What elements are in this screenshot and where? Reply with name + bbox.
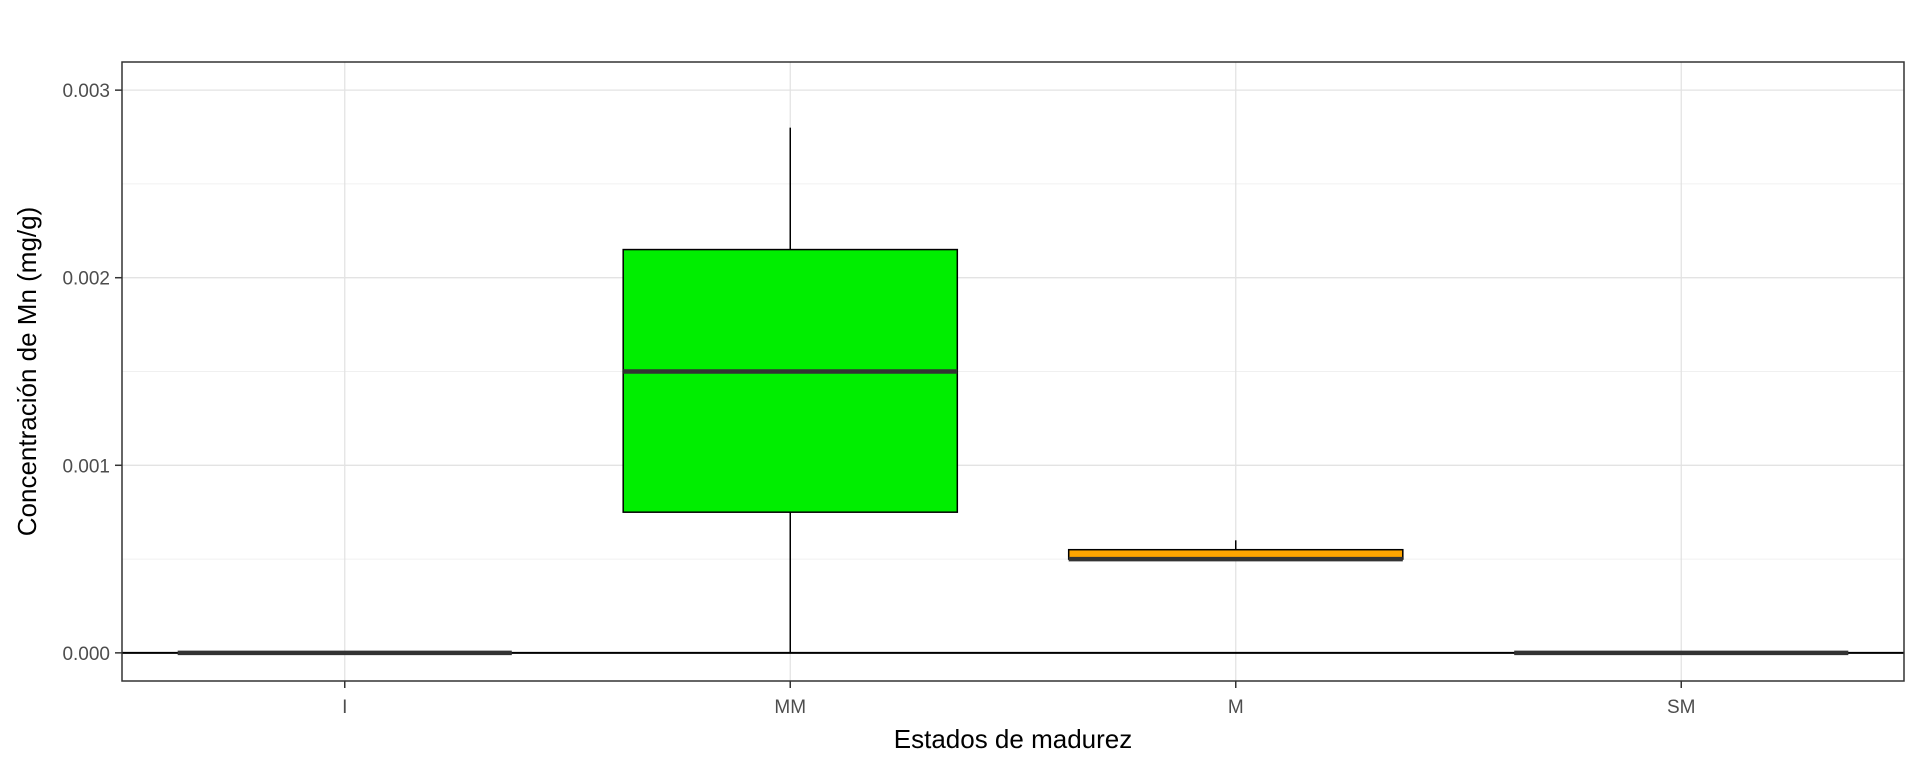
- x-tick-label: I: [342, 697, 347, 718]
- box-layer: [178, 128, 1849, 653]
- box-body: [623, 250, 957, 513]
- x-axis-title: Estados de madurez: [894, 724, 1132, 754]
- grid-layer: [122, 62, 1904, 681]
- y-axis-title: Concentración de Mn (mg/g): [12, 207, 42, 536]
- x-tick-label: M: [1228, 697, 1244, 718]
- y-tick-label: 0.003: [62, 81, 110, 102]
- y-tick-label: 0.002: [62, 269, 110, 290]
- x-tick-label: SM: [1667, 697, 1696, 718]
- y-tick-label: 0.000: [62, 644, 110, 665]
- y-tick-label: 0.001: [62, 456, 110, 477]
- box-mm: [623, 128, 957, 653]
- x-tick-label: MM: [774, 697, 806, 718]
- box-m: [1069, 540, 1403, 559]
